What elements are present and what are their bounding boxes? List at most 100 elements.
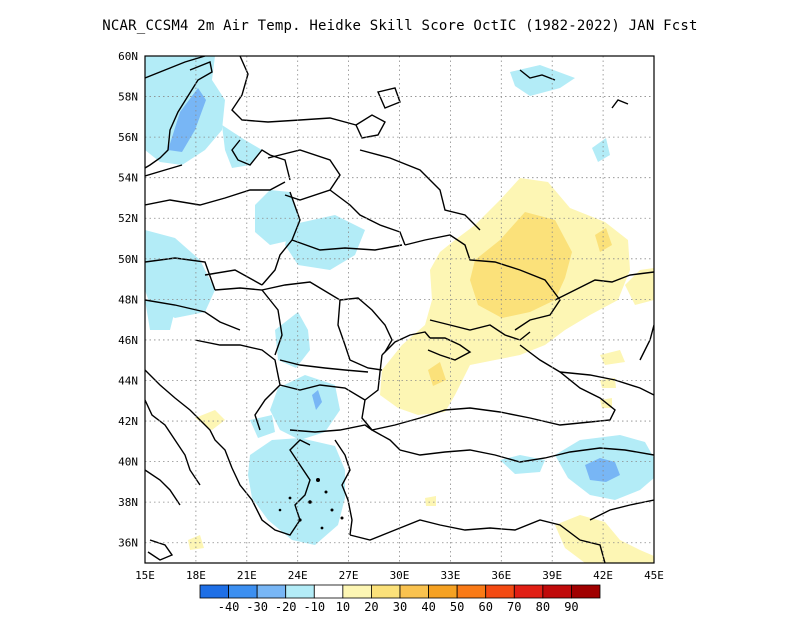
- coast-greece: [231, 439, 311, 536]
- lat-tick-label: 48N: [118, 293, 138, 306]
- pos-region-crimea-dark: [428, 362, 446, 386]
- neg-region-balkan-n: [275, 312, 310, 368]
- coast-italy: [145, 399, 201, 506]
- border-slovakia: [204, 269, 263, 286]
- coast-anatolia-north: [371, 429, 654, 463]
- coast-finland: [231, 56, 357, 126]
- pos-region-greece-w: [195, 410, 225, 430]
- coastlines-borders: [145, 56, 654, 563]
- colorbar-swatch: [342, 584, 372, 599]
- coast-south-baltic: [145, 181, 286, 206]
- border-turkey-east: [589, 499, 654, 521]
- neg-region-balkan-dark: [312, 390, 322, 410]
- coast-white-sea: [519, 69, 629, 109]
- colorbar-swatch: [313, 584, 344, 599]
- pos-region-ukraine-mid: [470, 212, 572, 318]
- colorbar-label: 60: [478, 600, 492, 614]
- colorbar-swatch: [571, 584, 601, 599]
- river-volga: [554, 271, 654, 301]
- grid-lines: [145, 56, 654, 563]
- lake-onega: [377, 87, 401, 109]
- colorbar: [199, 584, 601, 599]
- pos-region-central-spot: [425, 496, 436, 506]
- colorbar-swatch: [228, 584, 258, 599]
- lat-tick-label: 54N: [118, 172, 138, 185]
- lat-tick-label: 40N: [118, 456, 138, 469]
- colorbar-swatch: [428, 584, 458, 599]
- lon-tick-label: 21E: [237, 569, 257, 582]
- lat-tick-label: 46N: [118, 334, 138, 347]
- lon-tick-label: 27E: [339, 569, 359, 582]
- lat-tick-label: 42N: [118, 415, 138, 428]
- lat-tick-label: 58N: [118, 91, 138, 104]
- lon-tick-label: 39E: [542, 569, 562, 582]
- border-czech: [145, 257, 216, 291]
- islands: [278, 478, 344, 530]
- colorbar-swatch: [256, 584, 287, 599]
- x-axis-ticks: 15E 18E 21E 24E 27E 30E 33E 36E 39E 42E 45E: [135, 569, 664, 582]
- colorbar-label: 20: [364, 600, 378, 614]
- lon-tick-label: 24E: [288, 569, 308, 582]
- lon-tick-label: 45E: [644, 569, 664, 582]
- colorbar-label: 40: [421, 600, 435, 614]
- coast-anatolia-south: [349, 519, 606, 563]
- colorbar-swatch: [399, 584, 429, 599]
- border-hungary: [214, 287, 283, 356]
- colorbar-swatch: [456, 584, 487, 599]
- colorbar-swatch: [285, 584, 315, 599]
- lat-tick-label: 44N: [118, 374, 138, 387]
- colorbar-label: 50: [450, 600, 464, 614]
- neg-region-west-carpath: [145, 230, 215, 318]
- colorbar-label: 70: [507, 600, 521, 614]
- colorbar-swatch: [485, 584, 515, 599]
- lon-tick-label: 36E: [491, 569, 511, 582]
- neg-region-scandinavia-dark: [168, 88, 206, 152]
- colorbar-label: -30: [246, 600, 268, 614]
- coast-aegean-east: [334, 439, 353, 536]
- colorbar-label: -20: [275, 600, 297, 614]
- neg-region-east-turkey-dark: [585, 458, 620, 482]
- lat-tick-label: 52N: [118, 212, 138, 225]
- coast-baltic-east: [231, 139, 291, 181]
- pos-region-caucasus: [600, 350, 625, 365]
- colorbar-label: 10: [336, 600, 350, 614]
- lat-tick-label: 50N: [118, 253, 138, 266]
- coast-crimea: [427, 337, 472, 361]
- border-romania: [261, 281, 383, 371]
- colorbar-label: 90: [564, 600, 578, 614]
- neg-region-aegean: [248, 438, 345, 545]
- lon-tick-label: 18E: [186, 569, 206, 582]
- pos-region-anatolia-s: [555, 515, 654, 563]
- border-caucasus: [559, 371, 654, 396]
- neg-region-lake: [510, 65, 575, 96]
- colorbar-label: -40: [218, 600, 240, 614]
- border-austria: [145, 299, 241, 331]
- coast-black-sea-north: [381, 331, 431, 356]
- y-axis-ticks: 36N 38N 40N 42N 44N 46N 48N 50N 52N 54N 56N 58N 60N: [118, 50, 138, 550]
- colorbar-swatch: [371, 584, 401, 599]
- colorbar-swatch: [542, 584, 572, 599]
- neg-region-belarus: [285, 215, 365, 270]
- pos-region-volga: [625, 268, 654, 305]
- coast-scandinavia: [145, 56, 213, 177]
- lat-tick-label: 38N: [118, 496, 138, 509]
- border-belarus-russia: [329, 189, 406, 246]
- lake-ladoga: [355, 114, 386, 139]
- neg-region-baltic: [222, 125, 262, 168]
- colorbar-labels: -40 -30 -20 -10 10 20 30 40 50 60 70 80 90: [218, 600, 579, 614]
- colorbar-label: 80: [536, 600, 550, 614]
- border-romania-south: [279, 359, 369, 373]
- neg-region-balkan: [270, 375, 340, 440]
- neg-region-balkan-small: [250, 415, 275, 438]
- lat-tick-label: 56N: [118, 131, 138, 144]
- colorbar-label: 30: [393, 600, 407, 614]
- pos-region-mid-spot: [595, 228, 612, 252]
- neg-region-east-small: [592, 138, 610, 162]
- colorbar-swatch: [199, 584, 229, 599]
- coast-black-sea-south: [361, 399, 591, 431]
- coast-sicily: [147, 539, 174, 561]
- lon-tick-label: 15E: [135, 569, 155, 582]
- coast-black-sea-east: [519, 344, 616, 423]
- neg-region-hungary: [145, 300, 175, 330]
